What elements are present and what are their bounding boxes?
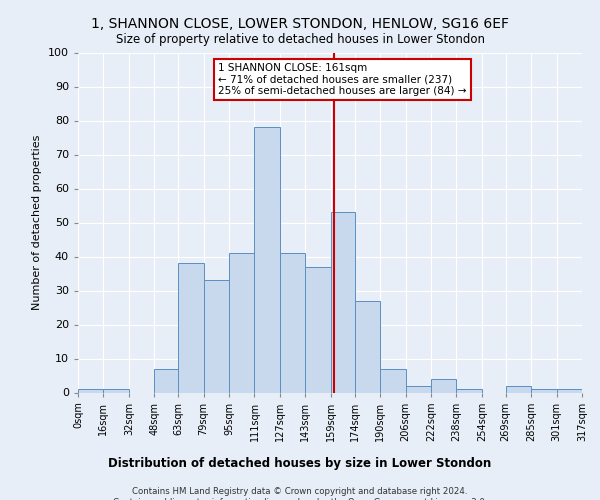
Bar [355,300,380,392]
Bar [103,389,129,392]
Bar [305,266,331,392]
Bar [331,212,355,392]
Bar [203,280,229,392]
Text: Size of property relative to detached houses in Lower Stondon: Size of property relative to detached ho… [115,32,485,46]
Bar [380,368,406,392]
Bar [531,389,557,392]
Bar [254,128,280,392]
Text: 1, SHANNON CLOSE, LOWER STONDON, HENLOW, SG16 6EF: 1, SHANNON CLOSE, LOWER STONDON, HENLOW,… [91,18,509,32]
Bar [178,264,203,392]
Y-axis label: Number of detached properties: Number of detached properties [32,135,43,310]
Bar [78,389,103,392]
Bar [557,389,582,392]
Bar [229,253,254,392]
Text: Distribution of detached houses by size in Lower Stondon: Distribution of detached houses by size … [109,458,491,470]
Bar [280,253,305,392]
Bar [154,368,178,392]
Bar [431,379,457,392]
Text: 1 SHANNON CLOSE: 161sqm
← 71% of detached houses are smaller (237)
25% of semi-d: 1 SHANNON CLOSE: 161sqm ← 71% of detache… [218,62,466,96]
Bar [457,389,482,392]
Bar [406,386,431,392]
Text: Contains HM Land Registry data © Crown copyright and database right 2024.
Contai: Contains HM Land Registry data © Crown c… [113,488,487,500]
Bar [506,386,531,392]
